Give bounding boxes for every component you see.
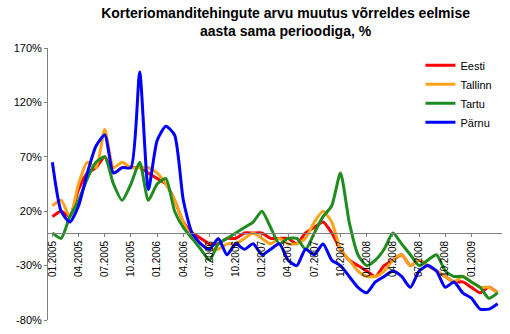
svg-text:120%: 120%	[14, 96, 42, 108]
svg-text:-80%: -80%	[16, 314, 42, 326]
svg-text:10.2005: 10.2005	[125, 241, 136, 278]
svg-text:01.2005: 01.2005	[47, 241, 58, 278]
svg-text:04.2006: 04.2006	[178, 241, 189, 278]
svg-text:70%: 70%	[20, 151, 42, 163]
svg-text:20%: 20%	[20, 205, 42, 217]
svg-text:10.2008: 10.2008	[440, 241, 451, 278]
svg-text:04.2005: 04.2005	[73, 241, 84, 278]
svg-text:07.2006: 07.2006	[204, 241, 215, 278]
svg-text:04.2008: 04.2008	[387, 241, 398, 278]
svg-text:01.2006: 01.2006	[151, 241, 162, 278]
svg-text:07.2008: 07.2008	[413, 241, 424, 278]
svg-text:-30%: -30%	[16, 259, 42, 271]
svg-text:Pärnu: Pärnu	[460, 117, 489, 129]
svg-text:10.2007: 10.2007	[335, 241, 346, 278]
svg-text:01.2009: 01.2009	[466, 241, 477, 278]
svg-text:01.2007: 01.2007	[256, 241, 267, 278]
svg-text:Korteriomanditehingute arvu mu: Korteriomanditehingute arvu muutus võrre…	[101, 5, 470, 39]
svg-text:10.2006: 10.2006	[230, 241, 241, 278]
svg-text:Eesti: Eesti	[460, 60, 484, 72]
svg-text:07.2007: 07.2007	[309, 241, 320, 278]
svg-text:Tallinn: Tallinn	[460, 79, 491, 91]
svg-text:Tartu: Tartu	[460, 98, 484, 110]
svg-text:04.2007: 04.2007	[282, 241, 293, 278]
svg-text:07.2005: 07.2005	[99, 241, 110, 278]
svg-text:01.2008: 01.2008	[361, 241, 372, 278]
svg-text:170%: 170%	[14, 42, 42, 54]
